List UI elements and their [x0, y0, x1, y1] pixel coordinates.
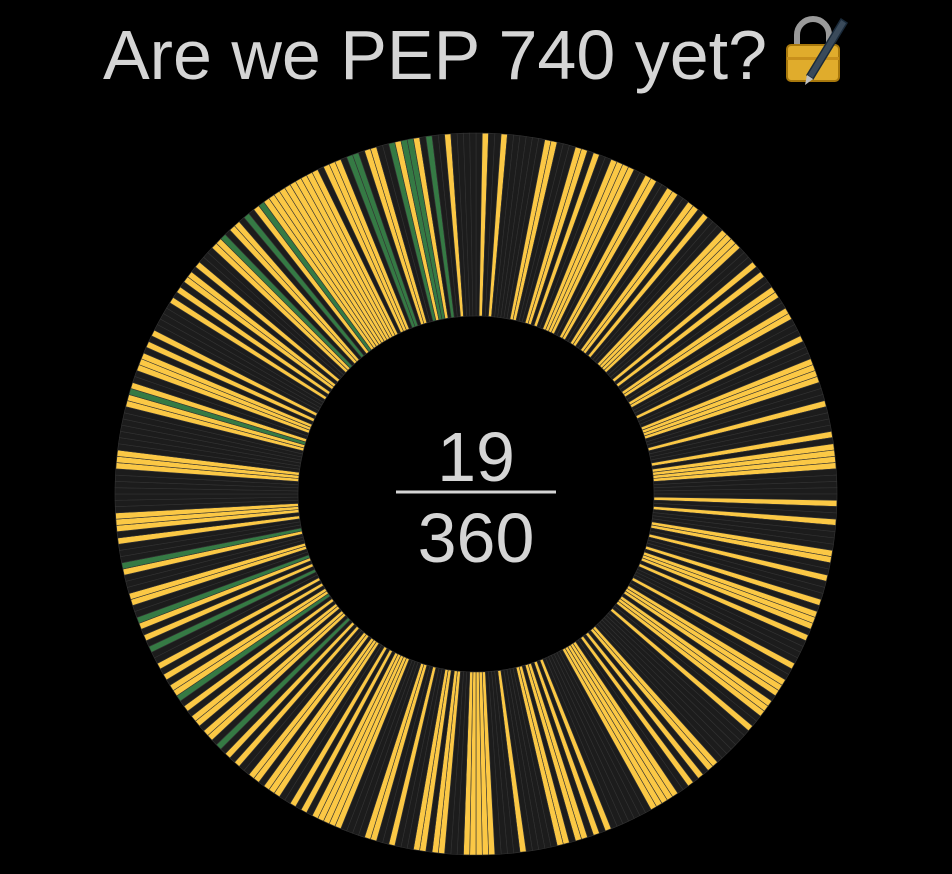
attested-count: 19	[437, 418, 515, 496]
chart-segments	[114, 132, 838, 856]
page-title: Are we PEP 740 yet?	[0, 10, 952, 100]
total-count: 360	[418, 499, 535, 577]
lock-with-ink-pen-icon	[777, 13, 849, 85]
package-segment[interactable]	[469, 132, 477, 317]
page-title-text: Are we PEP 740 yet?	[102, 16, 768, 94]
